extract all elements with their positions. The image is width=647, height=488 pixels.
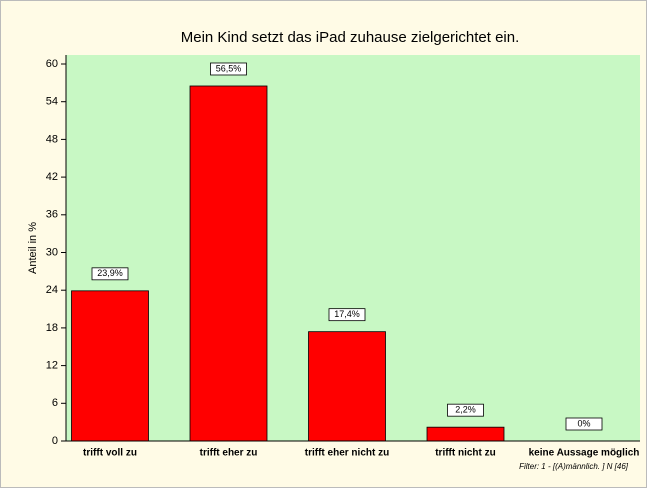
value-label-box: [210, 62, 247, 76]
x-tick-label: trifft eher nicht zu: [305, 448, 389, 459]
y-tick-label: 24: [46, 284, 58, 296]
value-label-box: [91, 267, 129, 281]
bar: [308, 331, 386, 442]
y-tick-label: 30: [46, 246, 58, 258]
y-tick-label: 0: [52, 435, 58, 447]
bar: [71, 290, 149, 442]
footnote: Filter: 1 - [(A)männlich. ] N [46]: [519, 462, 629, 471]
y-tick-label: 60: [46, 58, 58, 70]
value-label: 0%: [577, 418, 590, 428]
y-tick-label: 18: [46, 322, 58, 334]
bar: [426, 426, 505, 442]
y-tick-label: 54: [46, 96, 58, 108]
x-tick-label: keine Aussage möglich: [529, 448, 640, 459]
x-tick-label: trifft eher zu: [200, 448, 258, 459]
y-tick-label: 12: [46, 360, 58, 372]
value-label: 56,5%: [216, 63, 242, 73]
y-axis-label: Anteil in %: [27, 222, 39, 274]
x-tick-label: trifft voll zu: [83, 448, 137, 459]
y-tick-label: 48: [46, 133, 58, 145]
x-tick-label: trifft nicht zu: [435, 448, 496, 459]
value-label-box: [447, 403, 484, 417]
value-label: 23,9%: [97, 268, 123, 278]
value-label-box: [565, 417, 603, 431]
value-label: 17,4%: [334, 309, 360, 319]
value-label: 2,2%: [455, 405, 476, 415]
chart-title: Mein Kind setzt das iPad zuhause zielger…: [181, 29, 520, 46]
bar: [189, 85, 268, 442]
y-tick-label: 42: [46, 171, 58, 183]
y-tick-label: 6: [52, 397, 58, 409]
y-tick-label: 36: [46, 209, 58, 221]
value-label-box: [328, 308, 366, 322]
